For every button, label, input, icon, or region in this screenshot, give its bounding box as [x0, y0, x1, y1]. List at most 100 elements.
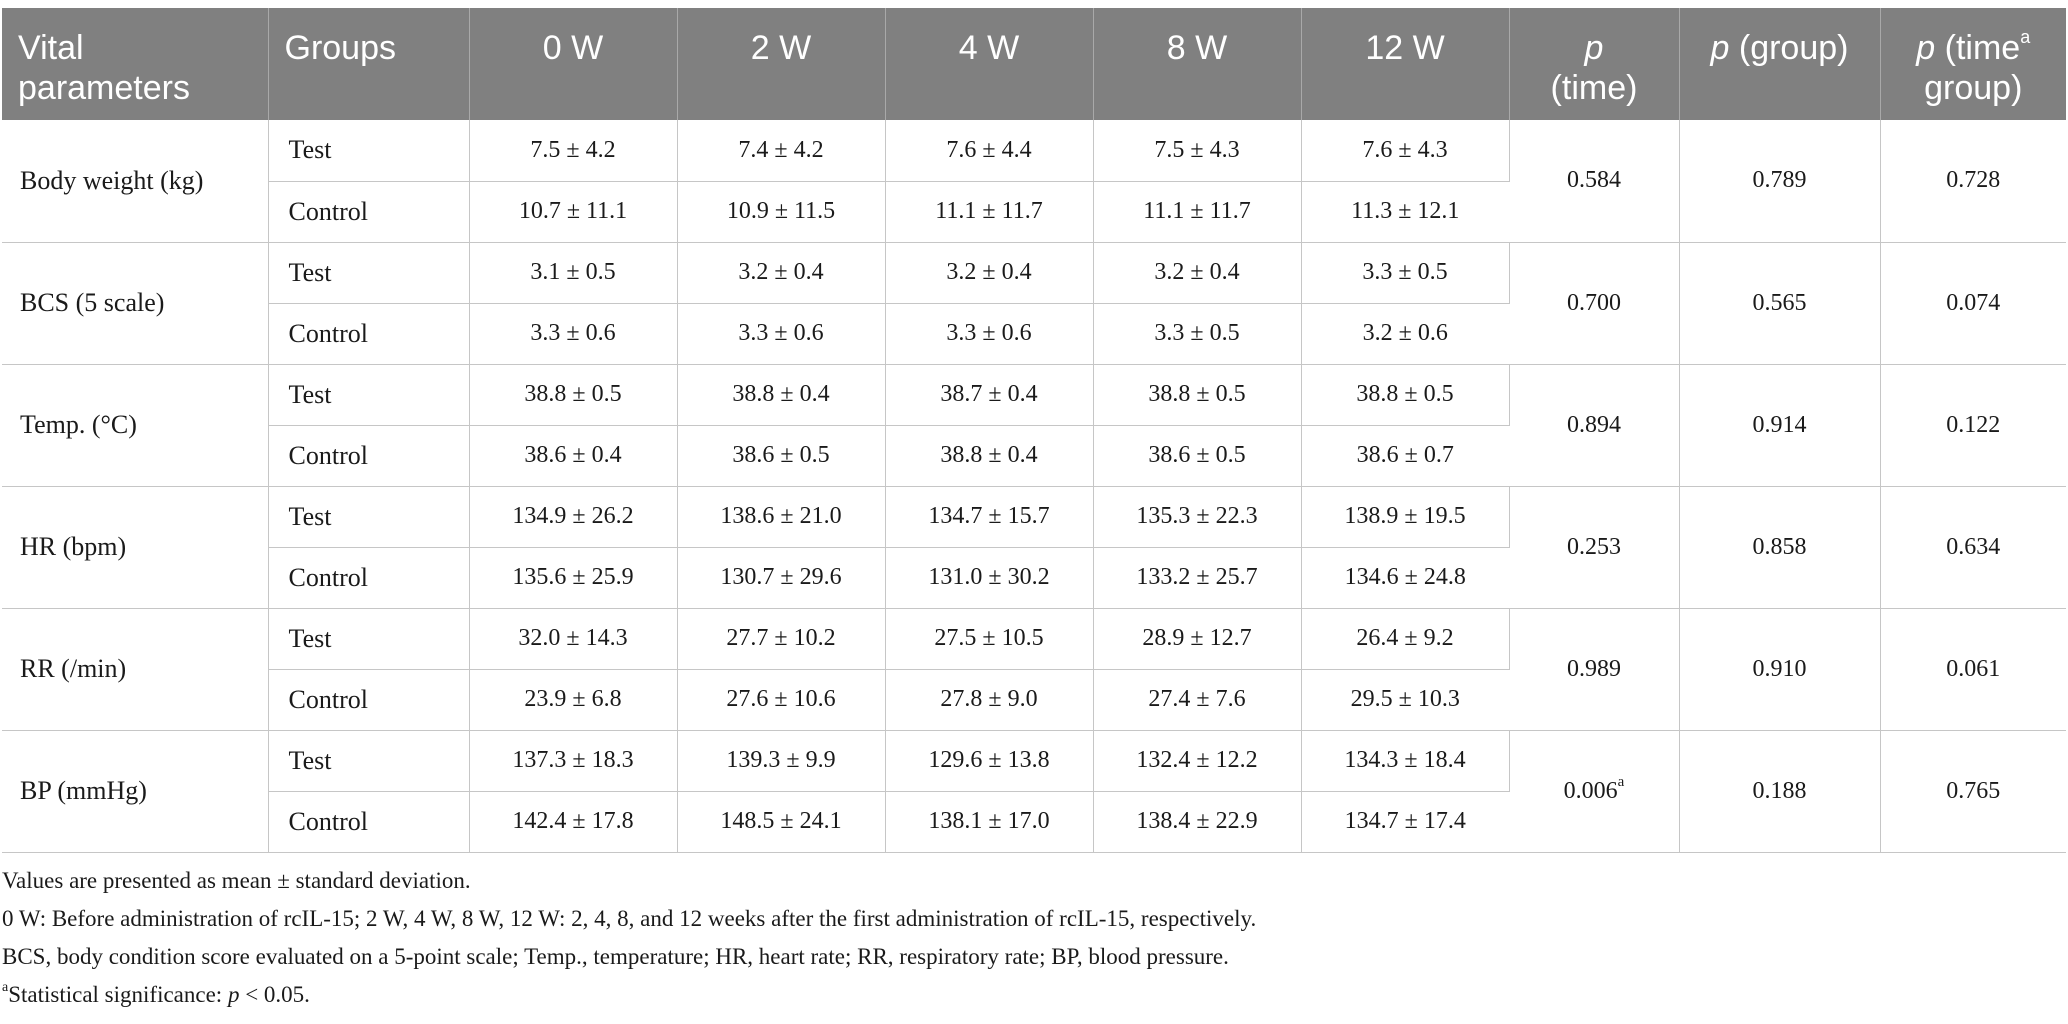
group-label-test: Test: [268, 730, 470, 792]
p-time-cell: 0.989: [1509, 608, 1680, 731]
table-row: BP (mmHg) Test 137.3 ± 18.3 139.3 ± 9.9 129.…: [2, 730, 2066, 853]
control-value-cell: 148.5 ± 24.1: [677, 791, 886, 853]
p-time-value: 0.894: [1567, 411, 1621, 438]
table-row: Body weight (kg) Test 7.5 ± 4.2 7.4 ± 4.2 7.…: [2, 120, 2066, 243]
test-value-cell: 134.7 ± 15.7: [885, 486, 1094, 548]
control-value-cell: 133.2 ± 25.7: [1093, 547, 1302, 609]
control-value-cell: 11.1 ± 11.7: [1093, 181, 1302, 243]
test-value-cell: 135.3 ± 22.3: [1093, 486, 1302, 548]
group-label-test: Test: [268, 120, 470, 182]
control-value-cell: 3.3 ± 0.6: [885, 303, 1094, 365]
control-value-cell: 27.6 ± 10.6: [677, 669, 886, 731]
header-groups: Groups: [268, 8, 470, 120]
footnote-4-tail: < 0.05.: [239, 982, 310, 1007]
test-value-cell: 3.1 ± 0.5: [469, 242, 678, 304]
table-row: HR (bpm) Test 134.9 ± 26.2 138.6 ± 21.0 134.…: [2, 486, 2066, 609]
p-time-cell: 0.700: [1509, 242, 1680, 365]
test-value-cell: 7.4 ± 4.2: [677, 120, 886, 182]
p-time-cell: 0.584: [1509, 120, 1680, 243]
header-p-inter-p: p: [1916, 29, 1936, 67]
header-p-time-p: p: [1584, 29, 1604, 67]
p-group-cell: 0.914: [1679, 364, 1881, 487]
p-group-cell: 0.188: [1679, 730, 1881, 853]
control-value-cell: 134.6 ± 24.8: [1301, 547, 1509, 609]
control-value-cell: 38.6 ± 0.5: [1093, 425, 1302, 487]
test-value-cell: 26.4 ± 9.2: [1301, 608, 1510, 670]
p-interaction-cell: 0.074: [1880, 242, 2066, 365]
p-group-cell: 0.565: [1679, 242, 1881, 365]
table-footnotes: Values are presented as mean ± standard …: [2, 862, 1256, 1014]
test-value-cell: 3.3 ± 0.5: [1301, 242, 1510, 304]
test-value-cell: 28.9 ± 12.7: [1093, 608, 1302, 670]
p-interaction-cell: 0.765: [1880, 730, 2066, 853]
table-row: Temp. (°C) Test 38.8 ± 0.5 38.8 ± 0.4 38.7 ±…: [2, 364, 2066, 487]
vital-parameter-name: Body weight (kg): [2, 120, 269, 243]
p-time-cell: 0.253: [1509, 486, 1680, 609]
test-value-cell: 3.2 ± 0.4: [677, 242, 886, 304]
control-value-cell: 11.1 ± 11.7: [885, 181, 1094, 243]
test-value-cell: 27.7 ± 10.2: [677, 608, 886, 670]
p-time-value: 0.989: [1567, 655, 1621, 682]
vital-parameter-name: BCS (5 scale): [2, 242, 269, 365]
test-value-cell: 38.8 ± 0.5: [1301, 364, 1510, 426]
group-label-test: Test: [268, 242, 470, 304]
p-time-value: 0.700: [1567, 289, 1621, 316]
test-value-cell: 137.3 ± 18.3: [469, 730, 678, 792]
p-interaction-cell: 0.728: [1880, 120, 2066, 243]
test-value-cell: 27.5 ± 10.5: [885, 608, 1094, 670]
table-row: BCS (5 scale) Test 3.1 ± 0.5 3.2 ± 0.4 3.2 ±…: [2, 242, 2066, 365]
control-value-cell: 27.8 ± 9.0: [885, 669, 1094, 731]
p-time-cell: 0.894: [1509, 364, 1680, 487]
group-label-control: Control: [268, 303, 470, 365]
test-value-cell: 129.6 ± 13.8: [885, 730, 1094, 792]
header-p-time: p (time): [1509, 8, 1680, 120]
footnote-4: aStatistical significance: p < 0.05.: [2, 976, 1256, 1014]
footnote-4-marker: a: [2, 980, 9, 996]
footnote-4-p: p: [227, 982, 240, 1007]
control-value-cell: 38.8 ± 0.4: [885, 425, 1094, 487]
p-interaction-cell: 0.122: [1880, 364, 2066, 487]
p-time-significance-marker: a: [1617, 773, 1625, 790]
group-label-test: Test: [268, 486, 470, 548]
group-label-control: Control: [268, 181, 470, 243]
header-p-group-label: (group): [1738, 29, 1849, 67]
control-value-cell: 38.6 ± 0.4: [469, 425, 678, 487]
p-time-cell: 0.006a: [1509, 730, 1680, 853]
test-value-cell: 138.9 ± 19.5: [1301, 486, 1510, 548]
p-time-value: 0.253: [1567, 533, 1621, 560]
group-label-control: Control: [268, 547, 470, 609]
footnote-2: 0 W: Before administration of rcIL-15; 2…: [2, 906, 1257, 931]
table-row: Control 135.6 ± 25.9 130.7 ± 29.6 131.0 ± 3…: [2, 547, 2066, 609]
test-value-cell: 7.5 ± 4.3: [1093, 120, 1302, 182]
control-value-cell: 3.2 ± 0.6: [1301, 303, 1509, 365]
test-value-cell: 7.5 ± 4.2: [469, 120, 678, 182]
control-value-cell: 10.7 ± 11.1: [469, 181, 678, 243]
control-value-cell: 131.0 ± 30.2: [885, 547, 1094, 609]
table-row: Control 142.4 ± 17.8 148.5 ± 24.1 138.1 ± 1…: [2, 791, 2066, 853]
control-value-cell: 11.3 ± 12.1: [1301, 181, 1509, 243]
footnote-1: Values are presented as mean ± standard …: [2, 868, 471, 893]
test-value-cell: 3.2 ± 0.4: [1093, 242, 1302, 304]
control-value-cell: 138.4 ± 22.9: [1093, 791, 1302, 853]
table-row: Control 38.6 ± 0.4 38.6 ± 0.5 38.8 ± 0.4 38.…: [2, 425, 2066, 487]
control-value-cell: 27.4 ± 7.6: [1093, 669, 1302, 731]
header-week-2: 2 W: [677, 8, 886, 120]
control-value-cell: 29.5 ± 10.3: [1301, 669, 1509, 731]
test-value-cell: 134.9 ± 26.2: [469, 486, 678, 548]
header-week-0: 0 W: [469, 8, 678, 120]
test-value-cell: 3.2 ± 0.4: [885, 242, 1094, 304]
header-week-12: 12 W: [1301, 8, 1510, 120]
control-value-cell: 142.4 ± 17.8: [469, 791, 678, 853]
footnote-4-text: Statistical significance:: [8, 982, 228, 1007]
vital-parameters-table-container: Vital parameters Groups 0 W 2 W 4 W 8 W …: [2, 8, 2066, 853]
group-label-control: Control: [268, 425, 470, 487]
header-row: Vital parameters Groups 0 W 2 W 4 W 8 W …: [2, 8, 2066, 120]
test-value-cell: 7.6 ± 4.3: [1301, 120, 1510, 182]
control-value-cell: 38.6 ± 0.5: [677, 425, 886, 487]
header-p-inter-pre: (time: [1944, 29, 2021, 67]
header-p-inter-sup: a: [2020, 26, 2031, 47]
table-body: Body weight (kg) Test 7.5 ± 4.2 7.4 ± 4.2 7.…: [2, 120, 2066, 853]
test-value-cell: 38.8 ± 0.5: [1093, 364, 1302, 426]
test-value-cell: 38.8 ± 0.4: [677, 364, 886, 426]
vital-parameter-name: BP (mmHg): [2, 730, 269, 853]
